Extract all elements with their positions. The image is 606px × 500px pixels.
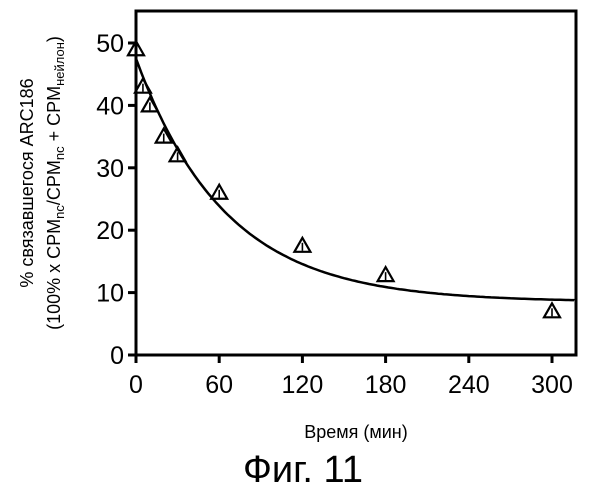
- x-tick-label: 180: [365, 371, 407, 399]
- data-point: [211, 185, 227, 199]
- y-tick-label: 50: [96, 30, 124, 58]
- data-points: [128, 41, 560, 317]
- y-title-part: /CPM: [44, 160, 64, 205]
- data-point: [544, 303, 560, 317]
- y-axis: 0 10 20 30 40 50: [96, 30, 136, 370]
- plot-frame: [136, 11, 576, 355]
- y-axis-title-line2: (100% x CPMnc/CPMnc + CPMнейлон): [44, 36, 67, 330]
- x-axis-title: Время (мин): [304, 422, 408, 442]
- y-title-part: + CPM: [44, 86, 64, 147]
- y-tick-label: 40: [96, 92, 124, 120]
- fit-curve-layer: [136, 59, 574, 301]
- y-title-part: ): [44, 36, 64, 42]
- y-axis-title: % связавшегося ARC186: [17, 78, 37, 287]
- y-axis-subtitle: (100% x CPMnc/CPMnc + CPMнейлон): [44, 36, 67, 330]
- x-tick-label: 0: [129, 371, 143, 399]
- y-tick-label: 0: [110, 342, 124, 370]
- x-axis: 0 60 120 180 240 300: [129, 355, 573, 399]
- plot-area: [136, 11, 576, 355]
- x-tick-label: 120: [282, 371, 324, 399]
- y-tick-label: 30: [96, 155, 124, 183]
- y-title-part: (100% x CPM: [44, 219, 64, 330]
- data-point: [294, 238, 310, 252]
- y-axis-title-line1: % связавшегося ARC186: [17, 78, 37, 287]
- data-point: [170, 147, 186, 161]
- x-tick-label: 300: [531, 371, 573, 399]
- x-tick-label: 60: [205, 371, 233, 399]
- data-point: [378, 267, 394, 281]
- figure-caption: Фиг. 11: [0, 448, 606, 492]
- fit-curve: [136, 59, 574, 301]
- y-title-sub-nylon: нейлон: [52, 42, 67, 86]
- y-tick-label: 10: [96, 280, 124, 308]
- y-title-sub-nc2: nc: [52, 146, 67, 160]
- y-title-sub-nc1: nc: [52, 205, 67, 219]
- y-tick-label: 20: [96, 217, 124, 245]
- x-tick-label: 240: [448, 371, 490, 399]
